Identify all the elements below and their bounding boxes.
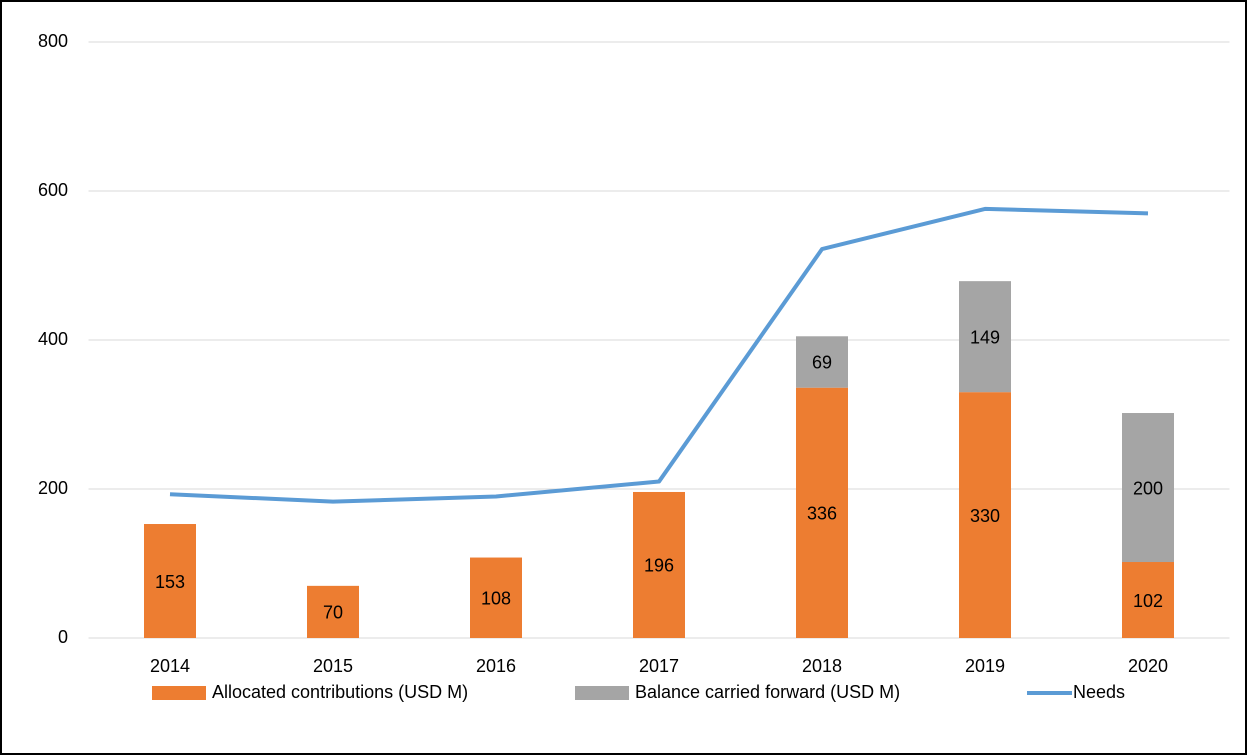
x-tick-label: 2018: [802, 656, 842, 676]
x-tick-label: 2019: [965, 656, 1005, 676]
data-label: 336: [807, 504, 837, 524]
bar-segment: [307, 585, 359, 638]
bar-segment: [959, 392, 1011, 638]
bar-segment: [633, 491, 685, 638]
data-label: 108: [481, 589, 511, 609]
bar-segment: [796, 336, 848, 388]
legend-swatch: [575, 686, 629, 700]
data-label: 70: [323, 603, 343, 623]
data-label: 153: [155, 572, 185, 592]
bar-segment: [470, 557, 522, 638]
data-label: 69: [812, 353, 832, 373]
x-tick-label: 2016: [476, 656, 516, 676]
y-tick-label: 400: [38, 329, 68, 349]
x-tick-label: 2020: [1128, 656, 1168, 676]
bar-segment: [796, 387, 848, 638]
bar-segment: [959, 281, 1011, 393]
bar-segment: [1122, 413, 1174, 563]
data-label: 102: [1133, 591, 1163, 611]
legend-label: Balance carried forward (USD M): [635, 682, 900, 702]
x-tick-label: 2014: [150, 656, 190, 676]
bar-segment: [144, 524, 196, 638]
data-label: 196: [644, 556, 674, 576]
data-label: 149: [970, 327, 1000, 347]
x-tick-label: 2015: [313, 656, 353, 676]
x-tick-label: 2017: [639, 656, 679, 676]
y-tick-label: 0: [58, 627, 68, 647]
legend-label: Allocated contributions (USD M): [212, 682, 468, 702]
legend-label: Needs: [1073, 682, 1125, 702]
data-label: 330: [970, 506, 1000, 526]
y-tick-label: 800: [38, 31, 68, 51]
needs-line: [169, 206, 1149, 504]
data-label: 200: [1133, 478, 1163, 498]
bar-segment: [1122, 562, 1174, 638]
y-tick-label: 200: [38, 478, 68, 498]
legend-swatch: [152, 686, 206, 700]
y-tick-label: 600: [38, 180, 68, 200]
